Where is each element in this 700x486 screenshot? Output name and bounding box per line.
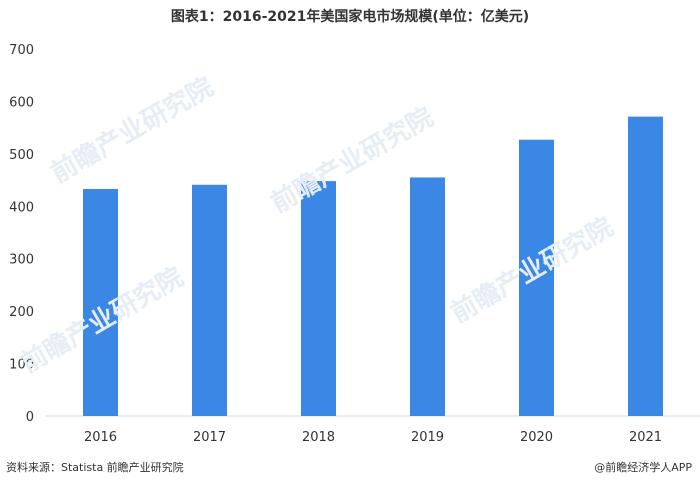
chart-title: 图表1：2016-2021年美国家电市场规模(单位：亿美元) xyxy=(170,9,530,25)
y-axis-ticks: 0 100 200 300 400 500 600 700 xyxy=(9,43,34,425)
x-tick-label: 2019 xyxy=(411,430,444,445)
bar-2018 xyxy=(301,181,336,416)
source-note: 资料来源：Statista 前瞻产业研究院 xyxy=(6,461,184,474)
y-tick-label: 700 xyxy=(9,43,34,58)
bar-2020 xyxy=(519,139,554,417)
y-tick-label: 200 xyxy=(9,305,34,320)
y-tick-label: 500 xyxy=(9,148,34,163)
x-axis-ticks: 2016 2017 2018 2019 2020 2021 xyxy=(84,430,662,445)
brand-credit: @前瞻经济学人APP xyxy=(594,461,692,474)
y-tick-label: 300 xyxy=(9,253,34,268)
y-tick-label: 0 xyxy=(26,410,34,425)
x-tick-label: 2017 xyxy=(193,430,226,445)
x-tick-label: 2021 xyxy=(629,430,662,445)
y-tick-label: 400 xyxy=(9,200,34,215)
y-tick-label: 100 xyxy=(9,358,34,373)
x-tick-label: 2018 xyxy=(302,430,335,445)
y-tick-label: 600 xyxy=(9,95,34,110)
bar-2016 xyxy=(83,188,118,416)
bar-2019 xyxy=(410,177,445,416)
bar-2021 xyxy=(628,116,663,416)
bar-2017 xyxy=(192,184,227,416)
bars xyxy=(83,116,663,417)
x-tick-label: 2020 xyxy=(520,430,553,445)
x-tick-label: 2016 xyxy=(84,430,117,445)
